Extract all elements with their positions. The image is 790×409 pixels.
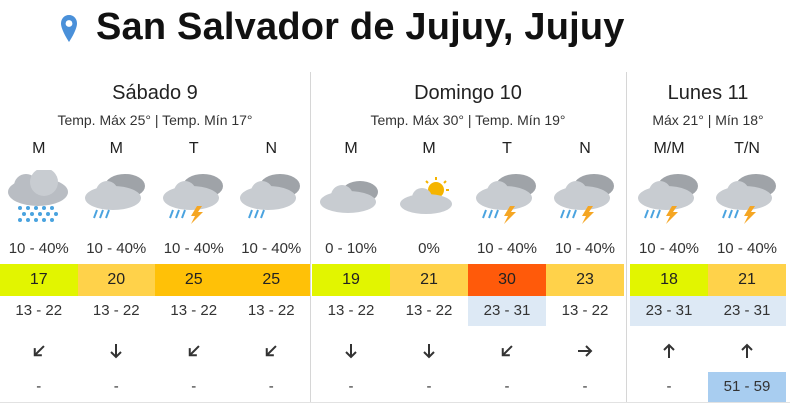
period-label: T [188,140,199,157]
uv-value: 19 [312,264,390,296]
arrow-down-icon [390,336,468,366]
arrow-down-left-icon [468,336,546,366]
temp-range: 13 - 22 [92,302,140,319]
precip-probability: 10 - 40% [163,240,224,257]
precip-probability: 10 - 40% [716,240,778,257]
day-name: Domingo 10 [414,82,522,104]
period-label: N [265,140,278,157]
arrow-down-left-icon [155,336,233,366]
period-label: M [109,140,123,157]
storm-cloud-icon [630,170,708,226]
uv-value: 20 [77,264,155,296]
arrow-up-icon [630,336,708,366]
period-label: N [579,140,591,157]
precip-probability: 10 - 40% [241,240,302,257]
day-temps: Temp. Máx 25° | Temp. Mín 17° [57,112,253,128]
extra-value: - [36,378,42,395]
uv-value: 23 [546,264,624,296]
uv-value: 25 [232,264,310,296]
temp-range: 13 - 22 [405,302,453,319]
arrow-up-icon [708,336,786,366]
extra-value: 51 - 59 [708,372,786,402]
period-label: M/M [653,140,685,157]
uv-value: 21 [708,264,786,296]
location-pin-icon [61,15,77,42]
temp-range: 13 - 22 [247,302,295,319]
arrow-down-icon [312,336,390,366]
uv-value: 25 [155,264,233,296]
header: San Salvador de Jujuy, Jujuy [0,0,790,70]
extra-value: - [191,378,197,395]
column-divider [310,72,311,402]
arrow-down-left-icon [0,336,78,366]
column-divider [626,72,627,402]
bottom-divider [0,402,790,403]
extra-value: - [504,378,510,395]
arrow-right-icon [546,336,624,366]
storm-cloud-icon [155,170,233,226]
extra-value: - [113,378,119,395]
period-label: M [344,140,358,157]
day-column-saturday: Sábado 9 Temp. Máx 25° | Temp. Mín 17° M… [0,72,310,409]
temp-range: 23 - 31 [708,296,786,326]
uv-value: 17 [0,264,78,296]
rain-cloud-icon [233,170,311,226]
temp-range: 23 - 31 [468,296,546,326]
period-label: T [502,140,512,157]
period-label: M [32,140,46,157]
temp-range: 13 - 22 [561,302,609,319]
storm-cloud-icon [546,170,624,226]
extra-value: - [582,378,588,395]
extra-value: - [426,378,432,395]
precip-probability: 10 - 40% [638,240,700,257]
extra-value: - [666,378,672,395]
period-label: M [422,140,436,157]
precip-probability: 0 - 10% [325,240,377,257]
page-title: San Salvador de Jujuy, Jujuy [96,6,625,48]
cloudy-icon [312,170,390,226]
temp-range: 13 - 22 [327,302,375,319]
temp-range: 13 - 22 [15,302,63,319]
rain-cloud-icon [78,170,156,226]
extra-value: - [348,378,354,395]
uv-value: 30 [468,264,546,296]
temp-range: 23 - 31 [630,296,708,326]
precip-probability: 10 - 40% [554,240,616,257]
temp-range: 13 - 22 [170,302,218,319]
period-label: T/N [734,140,760,157]
day-column-monday: Lunes 11 Máx 21° | Mín 18° M/M T/N [630,72,786,409]
precip-probability: 10 - 40% [476,240,538,257]
day-temps: Temp. Máx 30° | Temp. Mín 19° [370,112,566,128]
partly-cloudy-icon [390,170,468,226]
storm-cloud-icon [708,170,786,226]
uv-value: 21 [390,264,468,296]
storm-cloud-icon [468,170,546,226]
precip-probability: 0% [418,240,440,257]
day-name: Lunes 11 [667,82,749,104]
heavy-rain-cloud-icon [0,170,78,226]
day-column-sunday: Domingo 10 Temp. Máx 30° | Temp. Mín 19°… [312,72,624,409]
arrow-down-left-icon [233,336,311,366]
extra-value: - [268,378,274,395]
day-temps: Máx 21° | Mín 18° [652,112,764,128]
precip-probability: 10 - 40% [8,240,69,257]
arrow-down-icon [78,336,156,366]
day-name: Sábado 9 [112,82,198,104]
precip-probability: 10 - 40% [86,240,147,257]
uv-value: 18 [630,264,708,296]
